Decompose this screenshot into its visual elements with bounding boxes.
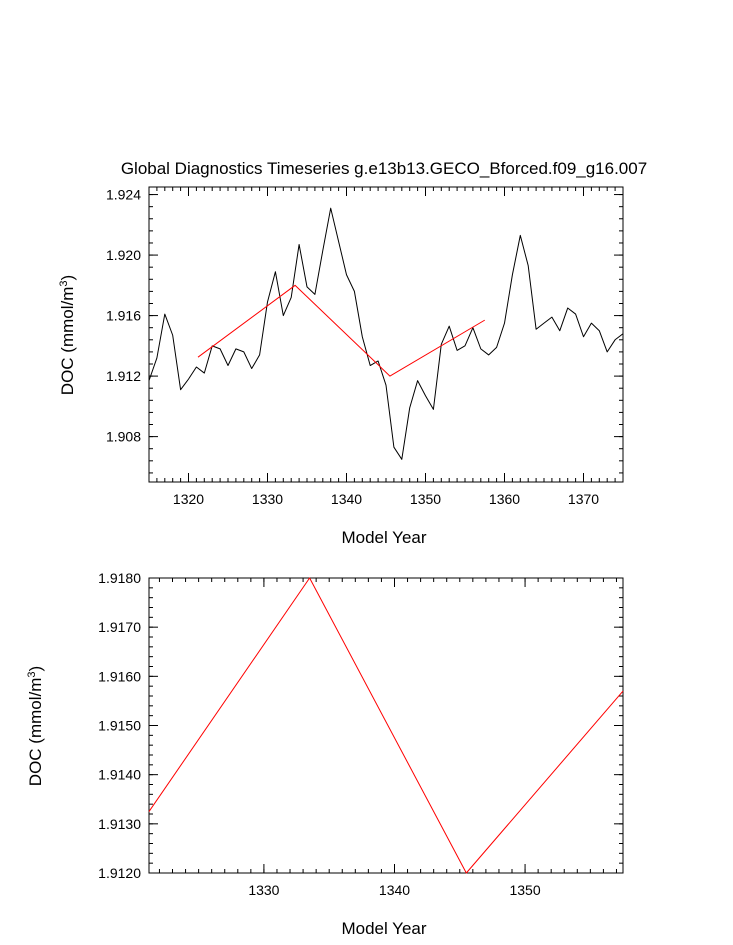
y-tick-label: 1.9140 (98, 767, 141, 783)
y-tick-label: 1.9150 (98, 718, 141, 734)
x-axis-title-top: Model Year (341, 528, 426, 547)
y-tick-label: 1.920 (106, 247, 141, 263)
y-axis-title-top: DOC (mmol/m3) (58, 275, 77, 395)
x-tick-label: 1350 (509, 882, 540, 898)
ticks-bottom (149, 577, 623, 874)
series-top (148, 207, 624, 460)
tick-labels-bottom: 1330 1340 1350 1.9120 1.9130 1.9140 1.9150 1.91… (98, 570, 541, 898)
series-bottom (148, 577, 624, 874)
series-line-trend (197, 284, 486, 377)
y-tick-label: 1.916 (106, 308, 141, 324)
chart-title: Global Diagnostics Timeseries g.e13b13.G… (121, 159, 647, 178)
y-tick-label: 1.9170 (98, 619, 141, 635)
bottom-panel: 1330 1340 1350 1.9120 1.9130 1.9140 1.9150 1.91… (26, 570, 624, 938)
plot-frame-top (148, 186, 624, 483)
y-tick-label: 1.912 (106, 368, 141, 384)
plot-frame-bottom (148, 577, 624, 874)
x-tick-label: 1360 (489, 491, 520, 507)
x-tick-label: 1340 (379, 882, 410, 898)
top-panel: Global Diagnostics Timeseries g.e13b13.G… (58, 159, 647, 547)
ticks-top (148, 187, 624, 482)
x-tick-label: 1340 (331, 491, 362, 507)
x-tick-label: 1350 (410, 491, 441, 507)
series-line-trend (148, 577, 624, 874)
series-line-annual (148, 207, 624, 460)
y-tick-label: 1.924 (106, 187, 141, 203)
x-tick-label: 1320 (173, 491, 204, 507)
y-axis-title-bottom: DOC (mmol/m3) (26, 666, 45, 786)
x-axis-title-bottom: Model Year (341, 919, 426, 938)
y-tick-label: 1.9120 (98, 865, 141, 881)
y-tick-label: 1.9180 (98, 570, 141, 586)
tick-labels-top: 1320 1330 1340 1350 1360 1370 1.908 1.912 1.916 1… (106, 187, 599, 507)
y-tick-label: 1.9160 (98, 668, 141, 684)
x-tick-label: 1330 (248, 882, 279, 898)
y-tick-label: 1.908 (106, 429, 141, 445)
x-tick-label: 1370 (568, 491, 599, 507)
y-tick-label: 1.9130 (98, 816, 141, 832)
x-tick-label: 1330 (252, 491, 283, 507)
